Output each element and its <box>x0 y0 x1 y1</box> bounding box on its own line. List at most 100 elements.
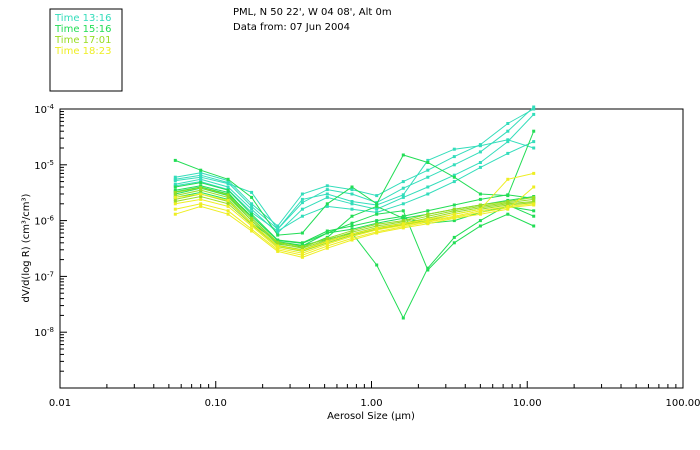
y-tick-label: 10-8 <box>34 326 54 339</box>
data-point <box>226 204 230 208</box>
data-point <box>173 212 177 216</box>
x-axis-label: Aerosol Size (µm) <box>327 411 415 422</box>
data-point <box>250 219 254 223</box>
data-point <box>250 207 254 211</box>
legend-entry: Time 15:16 <box>54 24 111 35</box>
data-point <box>350 221 354 225</box>
data-point <box>250 224 254 228</box>
data-point <box>401 216 405 220</box>
data-point <box>375 210 379 214</box>
data-point <box>325 202 329 206</box>
data-point <box>452 163 456 167</box>
data-point <box>250 210 254 214</box>
data-point <box>532 195 536 199</box>
data-point <box>532 171 536 175</box>
data-point <box>226 185 230 189</box>
data-point <box>452 219 456 223</box>
legend-entry: Time 17:01 <box>54 35 111 46</box>
data-point <box>173 190 177 194</box>
data-point <box>401 226 405 230</box>
data-point <box>199 197 203 201</box>
data-point <box>452 216 456 220</box>
data-point <box>173 195 177 199</box>
data-point <box>506 200 510 203</box>
data-point <box>226 195 230 199</box>
data-point <box>350 185 354 189</box>
data-point <box>199 192 203 196</box>
data-point <box>300 197 304 201</box>
data-point <box>452 210 456 214</box>
data-point <box>276 246 280 250</box>
data-point <box>199 188 203 192</box>
data-point <box>199 190 203 194</box>
data-point <box>532 203 536 207</box>
series <box>173 171 536 253</box>
data-point <box>506 151 510 155</box>
data-point <box>250 214 254 218</box>
data-point <box>250 229 254 233</box>
series <box>173 129 536 237</box>
data-point <box>452 212 456 216</box>
data-point <box>452 147 456 151</box>
data-point <box>173 202 177 206</box>
data-point <box>532 224 536 228</box>
data-point <box>375 231 379 235</box>
data-point <box>350 207 354 211</box>
data-point <box>426 222 430 226</box>
data-point <box>452 203 456 207</box>
data-point <box>426 214 430 218</box>
data-point <box>250 195 254 199</box>
data-point <box>478 144 482 148</box>
data-point <box>325 246 329 250</box>
data-point <box>325 192 329 196</box>
data-point <box>401 180 405 184</box>
data-point <box>452 175 456 179</box>
data-point <box>452 207 456 211</box>
data-point <box>325 229 329 233</box>
data-point <box>532 185 536 189</box>
data-point <box>506 140 510 144</box>
data-point <box>300 201 304 205</box>
data-point <box>300 231 304 235</box>
data-point <box>452 235 456 239</box>
x-tick-label: 0.10 <box>205 398 227 409</box>
data-point <box>478 203 482 207</box>
data-point <box>426 175 430 179</box>
data-point <box>276 227 280 231</box>
data-point <box>532 140 536 144</box>
data-point <box>250 190 254 194</box>
data-point <box>276 240 280 244</box>
data-point <box>426 217 430 221</box>
data-point <box>276 244 280 248</box>
data-point <box>199 173 203 177</box>
data-point <box>426 161 430 164</box>
data-point <box>173 182 177 186</box>
data-point <box>506 122 510 125</box>
data-point <box>350 238 354 242</box>
data-point <box>199 202 203 206</box>
data-point <box>199 171 203 175</box>
data-point <box>199 168 203 172</box>
data-point <box>532 197 536 201</box>
data-point <box>426 158 430 162</box>
data-point <box>173 197 177 201</box>
data-point <box>426 220 430 224</box>
data-point <box>532 107 536 111</box>
y-axis-label: dV/d(log R) (cm³/cm³) <box>21 193 32 302</box>
data-point <box>375 224 379 228</box>
data-point <box>532 214 536 218</box>
data-point <box>226 181 230 185</box>
data-point <box>426 209 430 213</box>
data-point <box>375 228 379 232</box>
data-point <box>375 226 379 230</box>
data-point <box>173 185 177 189</box>
data-point <box>276 229 280 233</box>
data-point <box>350 232 354 236</box>
data-point <box>300 207 304 211</box>
data-point <box>452 180 456 184</box>
data-point <box>478 192 482 196</box>
legend-box <box>49 8 123 92</box>
data-point <box>325 195 329 199</box>
data-point <box>250 204 254 208</box>
